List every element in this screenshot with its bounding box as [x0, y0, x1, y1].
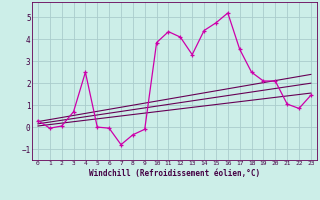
X-axis label: Windchill (Refroidissement éolien,°C): Windchill (Refroidissement éolien,°C) — [89, 169, 260, 178]
